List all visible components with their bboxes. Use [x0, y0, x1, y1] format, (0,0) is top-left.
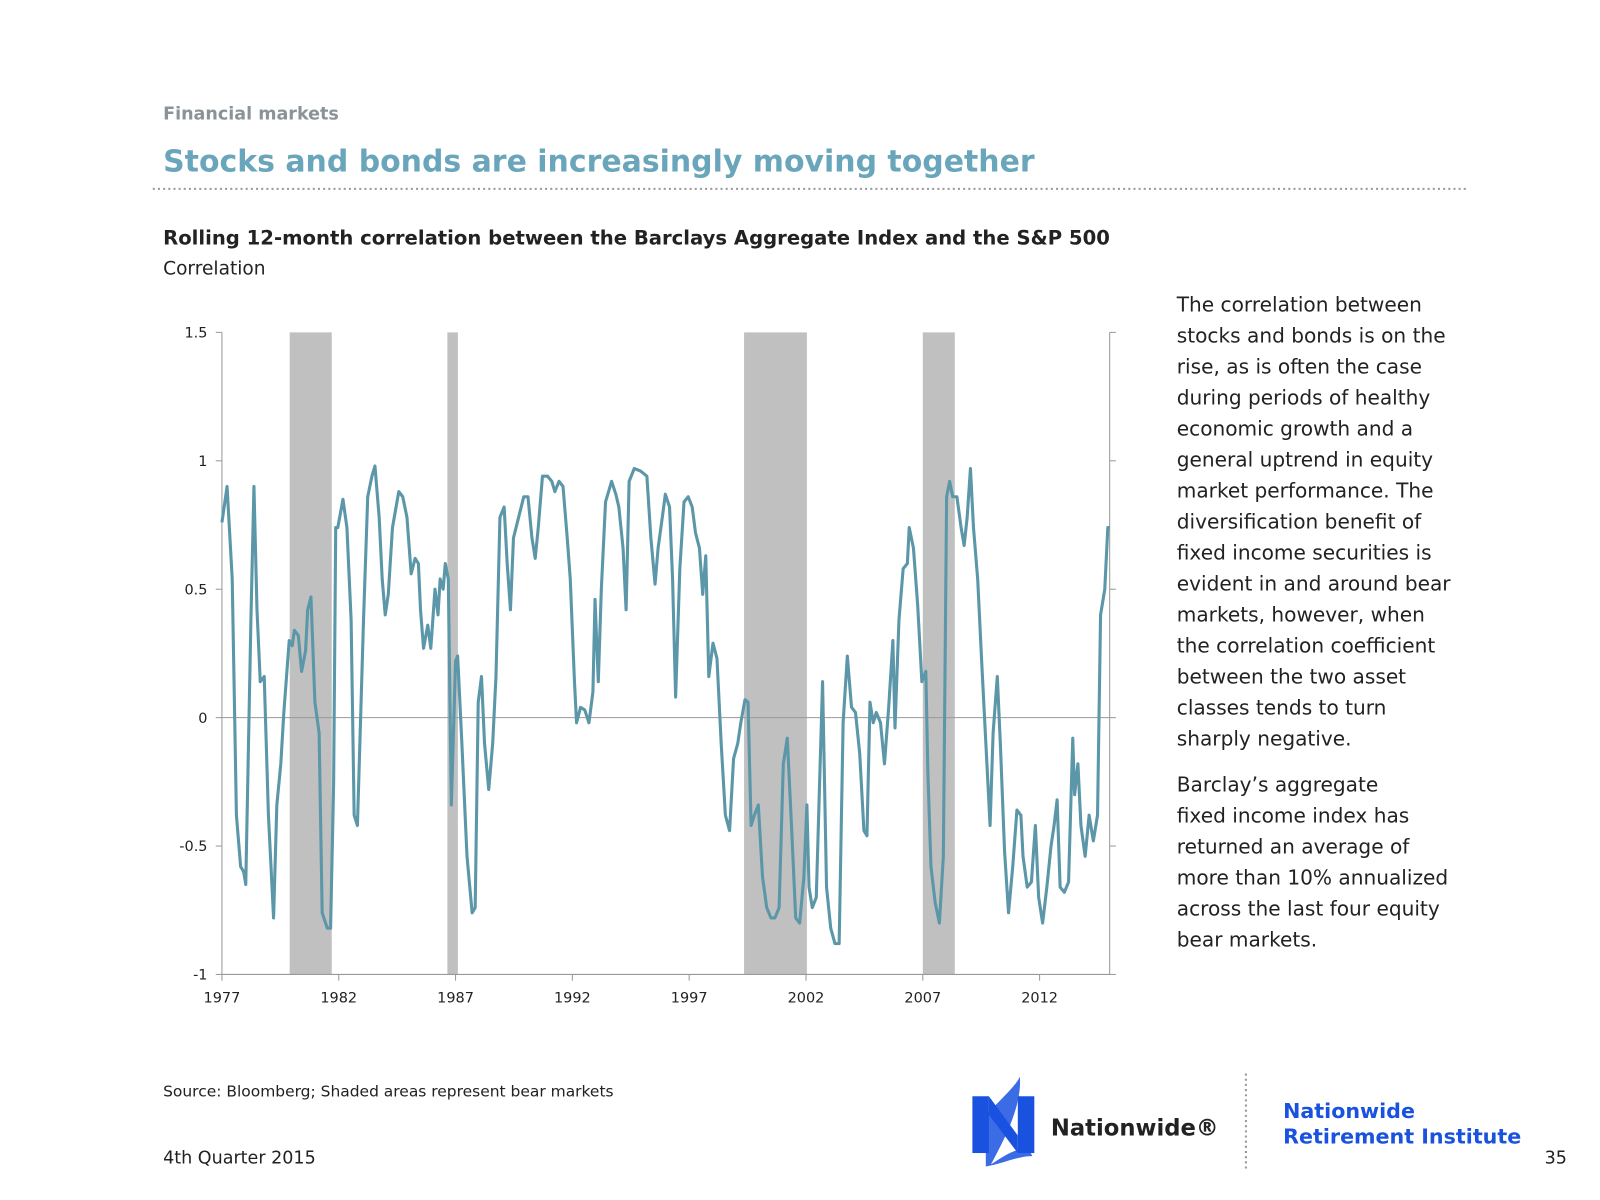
bear-market-shade — [922, 332, 955, 975]
logo-bar — [1017, 1096, 1035, 1154]
slide-title: Stocks and bonds are increasingly moving… — [163, 144, 1035, 179]
commentary-line: between the two asset — [1177, 664, 1406, 688]
commentary-line: sharply negative. — [1177, 726, 1352, 750]
bear-market-shade — [447, 332, 458, 975]
commentary-line: fixed income index has — [1177, 804, 1409, 828]
commentary-line: more than 10% annualized — [1177, 866, 1448, 890]
commentary-line: classes tends to turn — [1177, 695, 1387, 719]
commentary-line: The correlation between — [1176, 293, 1422, 317]
y-tick-label: 1 — [198, 454, 207, 470]
logo — [972, 1076, 1035, 1167]
commentary-line: across the last four equity — [1177, 897, 1440, 921]
x-tick-label: 2012 — [1021, 990, 1058, 1006]
commentary-line: evident in and around bear — [1177, 571, 1452, 595]
x-tick-label: 2007 — [904, 990, 941, 1006]
x-tick-label: 1987 — [437, 990, 474, 1006]
x-tick-label: 1977 — [204, 990, 241, 1006]
date: 4th Quarter 2015 — [163, 1148, 316, 1168]
logo-eagle — [985, 1076, 1033, 1167]
commentary-line: bear markets. — [1177, 928, 1317, 952]
bear-market-shade — [744, 332, 807, 975]
correlation-line — [220, 464, 1110, 946]
y-tick-label: 0 — [198, 711, 207, 727]
source: Source: Bloomberg; Shaded areas represen… — [163, 1082, 613, 1100]
commentary-line: diversification benefit of — [1177, 510, 1422, 534]
commentary-line: the correlation coefficient — [1177, 633, 1436, 657]
logo-text: Nationwide® — [1051, 1115, 1219, 1141]
x-tick-label: 2002 — [788, 990, 825, 1006]
commentary-line: markets, however, when — [1177, 602, 1425, 626]
commentary-line: during periods of healthy — [1177, 386, 1431, 410]
section-label: Financial markets — [163, 105, 339, 125]
x-tick-label: 1997 — [671, 990, 708, 1006]
commentary-line: general uptrend in equity — [1177, 448, 1433, 472]
chart-title: Rolling 12-month correlation between the… — [163, 227, 1110, 250]
commentary-line: rise, as is often the case — [1177, 355, 1422, 379]
y-tick-label: 0.5 — [185, 582, 208, 598]
y-tick-label: 1.5 — [185, 326, 208, 342]
commentary-line: market performance. The — [1177, 479, 1434, 503]
institute-line: Retirement Institute — [1283, 1125, 1521, 1149]
commentary-line: stocks and bonds is on the — [1177, 324, 1446, 348]
bear-market-shade — [289, 332, 332, 975]
y-tick-label: -1 — [193, 968, 207, 984]
y-tick-label: -0.5 — [179, 839, 207, 855]
page-number: 35 — [1545, 1148, 1567, 1168]
x-tick-label: 1982 — [320, 990, 357, 1006]
commentary-line: fixed income securities is — [1177, 540, 1432, 564]
logo-bar — [972, 1096, 989, 1154]
commentary-line: economic growth and a — [1177, 417, 1413, 441]
institute-line: Nationwide — [1283, 1099, 1415, 1123]
commentary-line: returned an average of — [1177, 835, 1410, 859]
commentary-line: Barclay’s aggregate — [1177, 773, 1378, 797]
y-axis-label: Correlation — [163, 259, 265, 280]
x-tick-label: 1992 — [554, 990, 591, 1006]
